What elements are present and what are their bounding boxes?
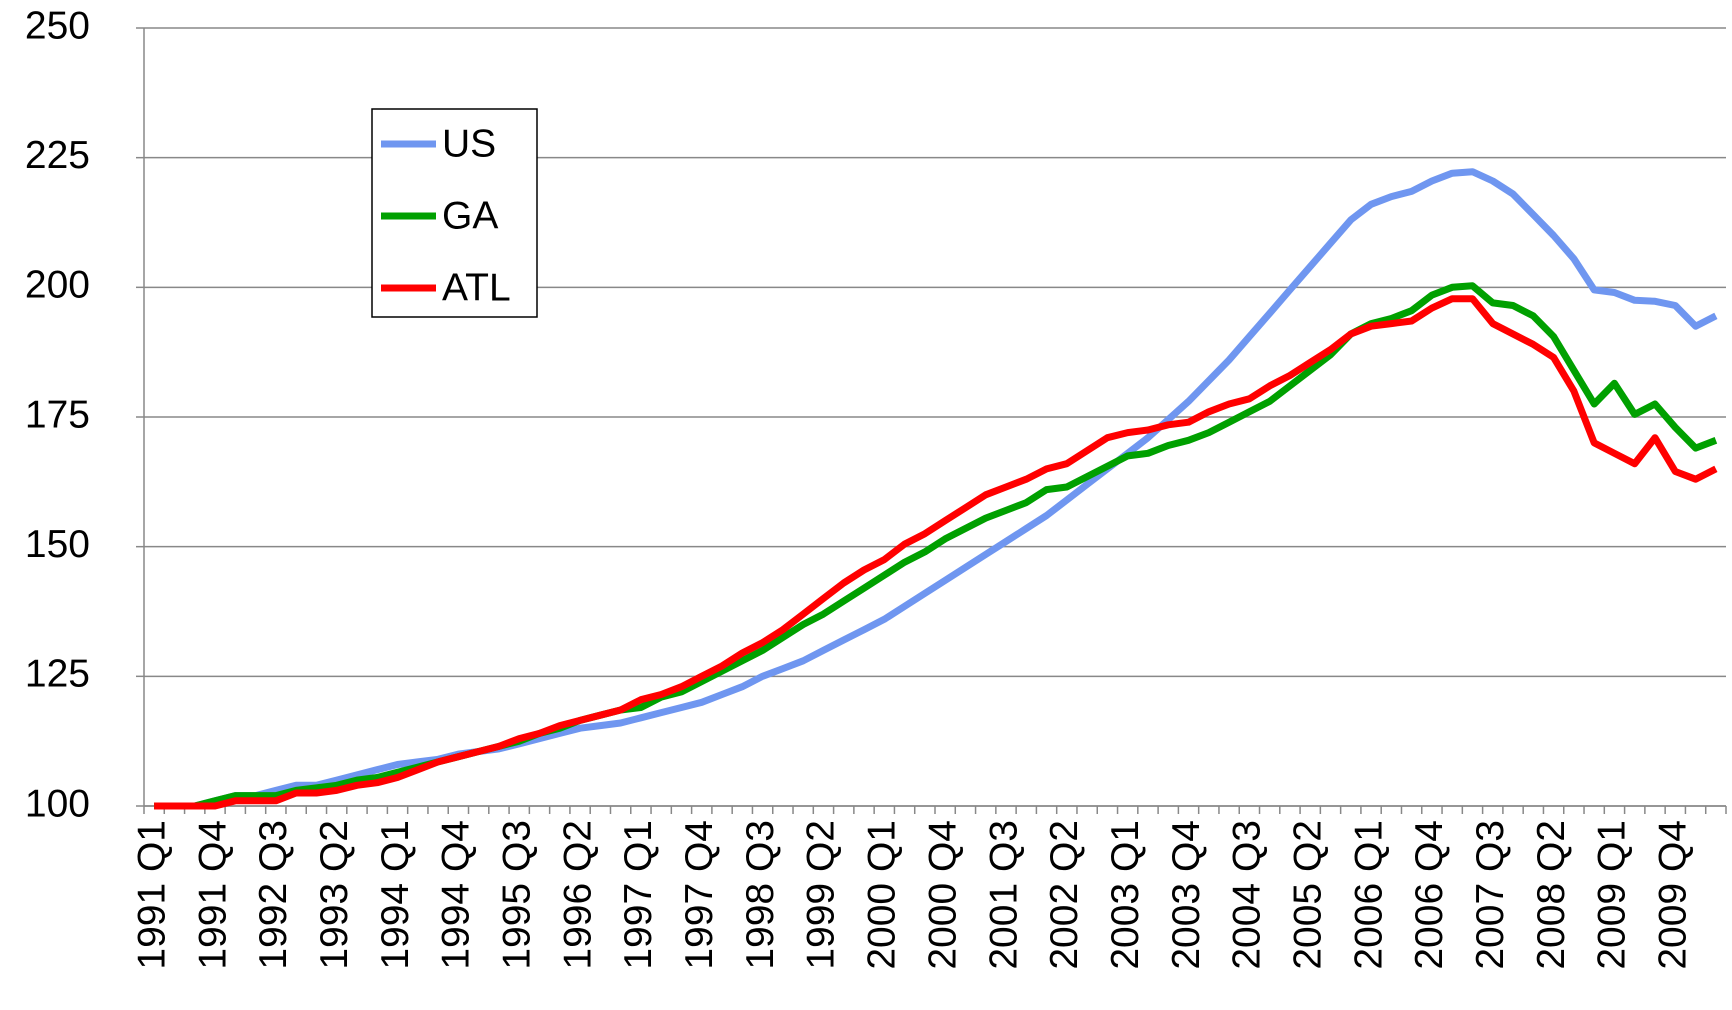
x-tick-label: 2001 Q3 xyxy=(982,820,1025,970)
x-tick-label: 1999 Q2 xyxy=(800,820,843,970)
y-tick-label: 175 xyxy=(25,393,90,436)
x-tick-label: 1991 Q1 xyxy=(130,820,173,970)
x-tick-label: 1995 Q3 xyxy=(496,820,539,970)
x-tick-label: 2008 Q2 xyxy=(1530,820,1573,970)
x-tick-label: 1994 Q1 xyxy=(374,820,417,970)
lines xyxy=(154,168,1718,810)
x-tick-label: 2004 Q3 xyxy=(1226,820,1269,970)
x-tick-label: 1998 Q3 xyxy=(739,820,782,970)
legend-label: US xyxy=(442,122,496,165)
y-tick-label: 200 xyxy=(25,264,90,307)
x-tick-label: 2002 Q2 xyxy=(1043,820,1086,970)
x-tick-label: 1996 Q2 xyxy=(556,820,599,970)
series-line xyxy=(154,295,1718,810)
x-tick-label: 1993 Q2 xyxy=(313,820,356,970)
x-tick-label: 2009 Q4 xyxy=(1652,820,1695,970)
y-tick-label: 250 xyxy=(25,4,90,47)
y-tick-label: 225 xyxy=(25,134,90,177)
y-tick-label: 150 xyxy=(25,523,90,566)
y-tick-label: 125 xyxy=(25,653,90,696)
x-tick-label: 2007 Q3 xyxy=(1469,820,1512,970)
x-tick-label: 1992 Q3 xyxy=(252,820,295,970)
x-tick-label: 1997 Q1 xyxy=(617,820,660,970)
x-tick-label: 2006 Q4 xyxy=(1408,820,1451,970)
series-line xyxy=(154,282,1718,810)
y-tick-label: 100 xyxy=(25,782,90,825)
x-tick-label: 2000 Q1 xyxy=(861,820,904,970)
x-tick-label: 2009 Q1 xyxy=(1591,820,1634,970)
legend-label: GA xyxy=(442,194,498,237)
x-tick-label: 1997 Q4 xyxy=(678,820,721,970)
x-tick-label: 2006 Q1 xyxy=(1347,820,1390,970)
x-tick-label: 2000 Q4 xyxy=(921,820,964,970)
legend-label: ATL xyxy=(442,266,511,309)
x-tick-label: 2005 Q2 xyxy=(1287,820,1330,970)
x-tick-label: 2003 Q4 xyxy=(1165,820,1208,970)
x-tick-label: 1994 Q4 xyxy=(435,820,478,970)
x-tick-label: 1991 Q4 xyxy=(191,820,234,970)
x-tick-label: 2003 Q1 xyxy=(1104,820,1147,970)
series-line xyxy=(154,168,1718,810)
